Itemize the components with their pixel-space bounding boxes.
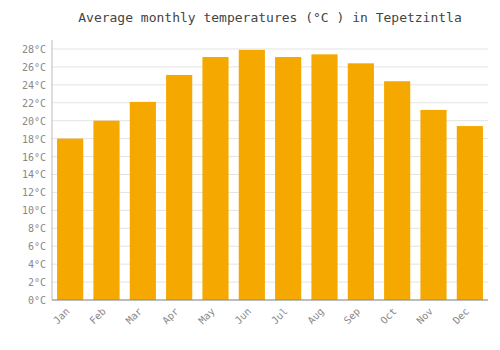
y-tick-label: 14°C bbox=[22, 169, 46, 180]
grid-line bbox=[52, 102, 488, 103]
x-tick-label: Aug bbox=[305, 306, 326, 327]
y-tick-label: 10°C bbox=[22, 205, 46, 216]
x-tick-label: Jun bbox=[233, 306, 254, 327]
bar bbox=[239, 50, 265, 300]
y-tick-label: 6°C bbox=[28, 241, 46, 252]
title: Average monthly temperatures (°C ) in Te… bbox=[78, 10, 462, 25]
x-tick-label: Apr bbox=[160, 306, 181, 327]
y-axis-line bbox=[52, 40, 53, 300]
y-tick-label: 16°C bbox=[22, 152, 46, 163]
grid-line bbox=[52, 48, 488, 49]
x-tick-label: Sep bbox=[342, 306, 363, 327]
x-tick-label: Jan bbox=[51, 306, 72, 327]
y-tick-label: 20°C bbox=[22, 116, 46, 127]
y-tick-label: 4°C bbox=[28, 259, 46, 270]
y-tick-label: 8°C bbox=[28, 223, 46, 234]
chart-container: Average monthly temperatures (°C ) in Te… bbox=[0, 0, 500, 350]
y-tick-label: 12°C bbox=[22, 187, 46, 198]
grid-line bbox=[52, 66, 488, 67]
x-tick-label: Nov bbox=[414, 306, 435, 327]
x-tick-label: May bbox=[196, 306, 217, 327]
x-tick-label: Jul bbox=[269, 306, 290, 327]
bar bbox=[202, 57, 228, 300]
y-tick-label: 24°C bbox=[22, 80, 46, 91]
x-tick-label: Dec bbox=[451, 306, 472, 327]
chart: Average monthly temperatures (°C ) in Te… bbox=[0, 0, 500, 350]
bar bbox=[275, 57, 301, 300]
bar bbox=[457, 126, 483, 300]
y-grid bbox=[52, 49, 488, 300]
bar bbox=[166, 75, 192, 300]
x-axis-line bbox=[52, 300, 488, 301]
y-tick-label: 26°C bbox=[22, 62, 46, 73]
grid-line bbox=[52, 84, 488, 85]
x-tick-label: Mar bbox=[124, 306, 145, 327]
x-tick-label: Feb bbox=[87, 306, 108, 327]
bar bbox=[384, 81, 410, 300]
y-tick-label: 28°C bbox=[22, 44, 46, 55]
bar bbox=[420, 110, 446, 300]
bar bbox=[93, 121, 119, 300]
x-tick-label: Oct bbox=[378, 306, 399, 327]
bars bbox=[57, 50, 483, 300]
y-tick-label: 2°C bbox=[28, 277, 46, 288]
y-tick-label: 22°C bbox=[22, 98, 46, 109]
y-tick-label: 18°C bbox=[22, 134, 46, 145]
bar bbox=[311, 54, 337, 300]
grid-line bbox=[52, 300, 488, 301]
bar bbox=[348, 63, 374, 300]
y-tick-label: 0°C bbox=[28, 295, 46, 306]
bar bbox=[57, 139, 83, 300]
bar bbox=[130, 102, 156, 300]
